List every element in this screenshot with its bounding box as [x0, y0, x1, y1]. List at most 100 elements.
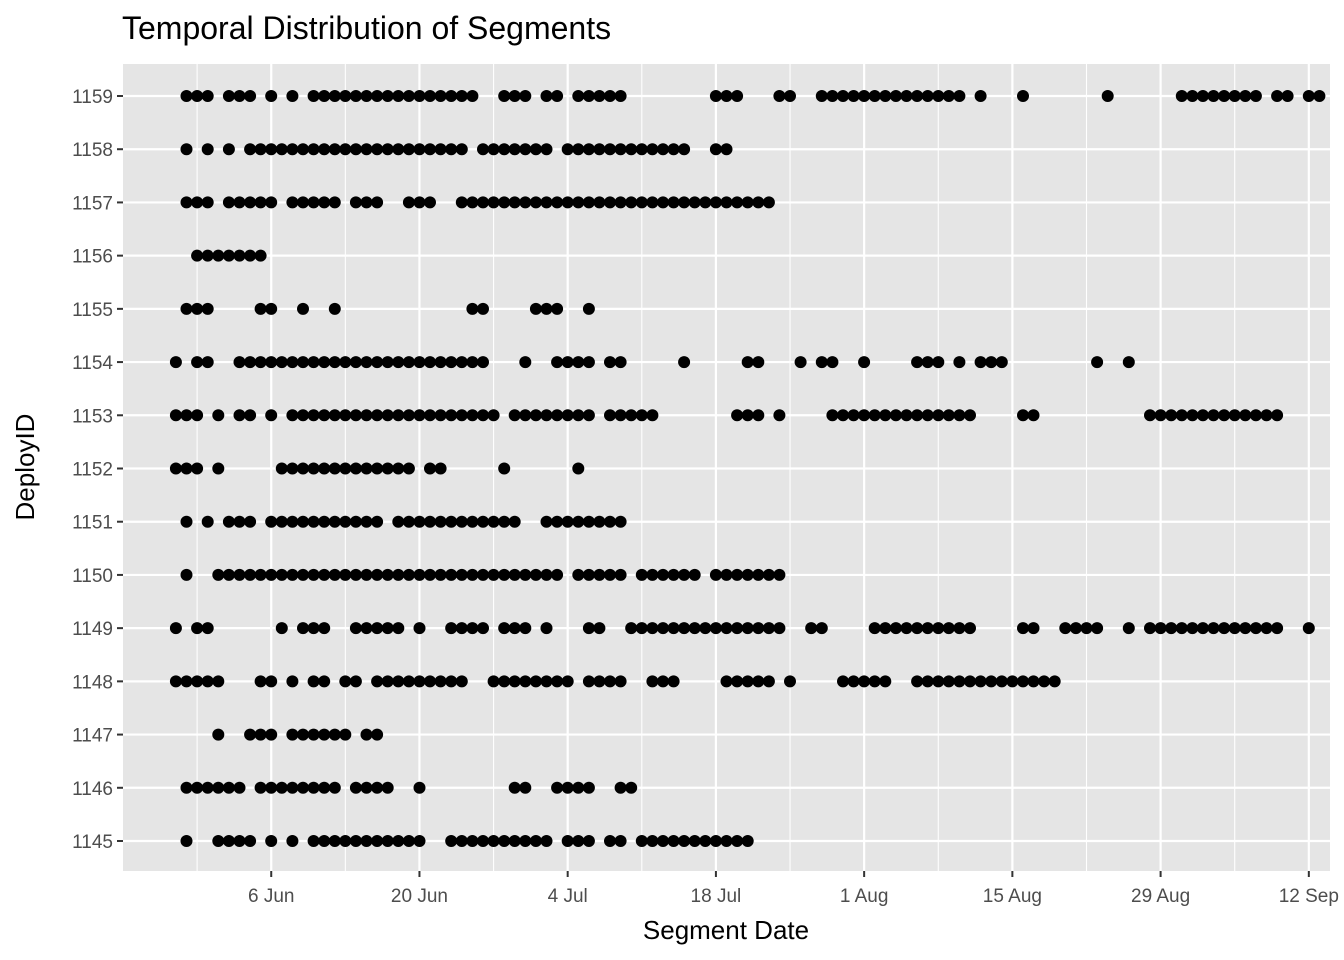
data-point: [508, 143, 521, 156]
data-point: [889, 409, 902, 422]
data-point: [614, 675, 627, 688]
data-point: [985, 675, 998, 688]
data-point: [487, 568, 500, 581]
data-point: [487, 835, 500, 847]
data-point: [731, 568, 744, 581]
data-point: [625, 781, 638, 794]
data-point: [201, 622, 214, 635]
data-point: [265, 143, 278, 156]
data-point: [762, 622, 775, 635]
data-point: [1302, 90, 1315, 102]
data-point: [254, 568, 267, 581]
data-point: [297, 143, 309, 156]
data-point: [445, 143, 458, 156]
data-point: [858, 90, 871, 102]
data-point: [371, 781, 384, 794]
data-point: [1313, 90, 1326, 102]
data-point: [413, 622, 426, 635]
data-point: [974, 356, 987, 369]
data-point: [1196, 622, 1209, 635]
data-point: [392, 622, 405, 635]
data-point: [551, 302, 564, 315]
data-point: [424, 90, 436, 102]
data-point: [953, 356, 966, 369]
data-point: [307, 835, 320, 847]
data-point: [964, 675, 976, 688]
data-point: [339, 675, 352, 688]
data-point: [868, 90, 881, 102]
data-point: [286, 90, 299, 102]
data-point: [1302, 622, 1315, 635]
y-tick-label: 1156: [72, 247, 113, 268]
data-point: [572, 835, 585, 847]
data-point: [741, 675, 754, 688]
data-point: [657, 143, 669, 156]
data-point: [1154, 622, 1167, 635]
data-point: [593, 143, 606, 156]
data-point: [191, 622, 204, 635]
data-point: [413, 781, 426, 794]
data-point: [625, 143, 638, 156]
data-point: [233, 249, 246, 262]
data-point: [1017, 409, 1029, 422]
data-point: [244, 409, 257, 422]
data-point: [328, 568, 341, 581]
data-point: [297, 409, 309, 422]
data-point: [498, 90, 511, 102]
data-point: [445, 835, 458, 847]
data-point: [847, 409, 860, 422]
data-point: [413, 515, 426, 528]
data-point: [413, 409, 426, 422]
data-point: [911, 90, 924, 102]
data-point: [424, 356, 436, 369]
data-point: [508, 409, 521, 422]
data-point: [275, 622, 288, 635]
data-point: [667, 196, 680, 209]
data-point: [307, 196, 320, 209]
data-point: [879, 675, 892, 688]
data-point: [381, 835, 394, 847]
data-point: [773, 90, 786, 102]
data-point: [646, 835, 659, 847]
data-point: [529, 409, 542, 422]
data-point: [222, 568, 235, 581]
data-point: [635, 409, 648, 422]
data-point: [318, 515, 331, 528]
data-point: [445, 409, 458, 422]
data-point: [1228, 90, 1241, 102]
data-point: [508, 622, 521, 635]
data-point: [1027, 675, 1040, 688]
data-point: [360, 515, 373, 528]
data-point: [191, 302, 204, 315]
data-point: [201, 515, 214, 528]
data-point: [614, 835, 627, 847]
data-point: [1196, 409, 1209, 422]
x-tick-label: 6 Jun: [248, 886, 294, 907]
data-point: [244, 90, 257, 102]
data-point: [720, 835, 733, 847]
data-point: [487, 515, 500, 528]
data-point: [508, 515, 521, 528]
data-point: [275, 781, 288, 794]
data-point: [381, 622, 394, 635]
data-point: [868, 409, 881, 422]
data-point: [604, 196, 616, 209]
data-point: [424, 675, 436, 688]
data-point: [254, 356, 267, 369]
data-point: [169, 622, 182, 635]
data-point: [572, 356, 585, 369]
x-axis-title: Segment Date: [643, 915, 809, 945]
data-point: [720, 675, 733, 688]
data-point: [985, 356, 998, 369]
data-point: [942, 90, 955, 102]
data-point: [762, 196, 775, 209]
data-point: [731, 196, 744, 209]
data-point: [402, 409, 415, 422]
data-point: [921, 90, 934, 102]
data-point: [339, 835, 352, 847]
data-point: [646, 675, 659, 688]
data-point: [466, 409, 479, 422]
data-point: [402, 515, 415, 528]
data-point: [445, 568, 458, 581]
data-point: [1271, 622, 1284, 635]
